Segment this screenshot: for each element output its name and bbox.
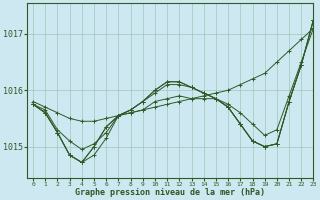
X-axis label: Graphe pression niveau de la mer (hPa): Graphe pression niveau de la mer (hPa) (75, 188, 265, 197)
